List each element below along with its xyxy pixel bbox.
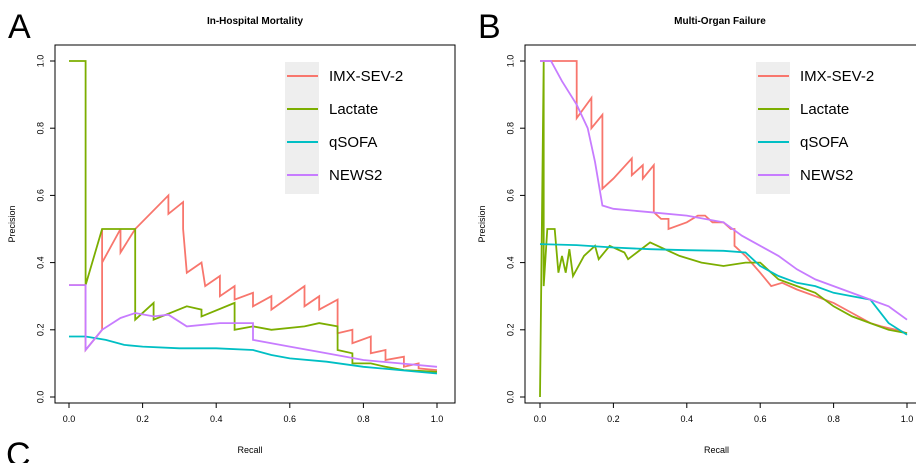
x-tick-label: 0.6 — [754, 414, 767, 424]
plot-frame — [524, 44, 916, 404]
y-tick-label: 1.0 — [505, 55, 515, 68]
legend-key-background — [285, 62, 319, 194]
panel-label-c: C — [6, 436, 31, 463]
series-line-lactate — [69, 60, 438, 373]
x-tick-label: 0.4 — [681, 414, 694, 424]
y-tick-label: 0.6 — [505, 189, 515, 202]
x-tick-label: 1.0 — [431, 414, 444, 424]
chart-title: Multi-Organ Failure — [674, 16, 766, 27]
y-tick-label: 1.0 — [35, 55, 45, 68]
y-axis-label: Precision — [477, 205, 487, 242]
legend-label: NEWS2 — [329, 167, 382, 184]
series-line-news2 — [540, 60, 908, 321]
series-line-news2 — [69, 284, 438, 368]
x-tick-label: 0.6 — [284, 414, 297, 424]
x-tick-label: 0.8 — [827, 414, 840, 424]
x-tick-label: 0.2 — [136, 414, 149, 424]
y-tick-label: 0.0 — [505, 391, 515, 404]
legend-label: qSOFA — [800, 134, 848, 151]
x-tick-label: 0.8 — [357, 414, 370, 424]
y-axis-label: Precision — [7, 205, 17, 242]
y-tick-label: 0.6 — [35, 189, 45, 202]
panel-label-b: B — [478, 8, 501, 46]
series-line-imx-sev-2 — [540, 60, 908, 335]
y-tick-label: 0.0 — [35, 391, 45, 404]
x-tick-label: 0.4 — [210, 414, 223, 424]
legend-label: IMX-SEV-2 — [329, 68, 403, 85]
series-line-qsofa — [539, 243, 908, 336]
series-line-imx-sev-2 — [69, 193, 438, 371]
y-tick-label: 0.8 — [35, 122, 45, 135]
chart-in-hospital-mortality: In-Hospital Mortality 0.0 0.2 0.4 0.6 0.8 1.0 0… — [7, 16, 456, 455]
panel-label-a: A — [8, 8, 31, 46]
legend-label: IMX-SEV-2 — [800, 68, 874, 85]
legend-label: NEWS2 — [800, 167, 853, 184]
y-tick-label: 0.2 — [505, 324, 515, 337]
x-tick-label: 1.0 — [901, 414, 914, 424]
y-tick-label: 0.2 — [35, 324, 45, 337]
series-line-qsofa — [69, 335, 438, 375]
series-line-lactate — [539, 60, 908, 398]
legend-key-background — [756, 62, 790, 194]
legend-label: Lactate — [800, 101, 849, 118]
x-tick-label: 0.0 — [63, 414, 76, 424]
x-axis-label: Recall — [237, 445, 262, 455]
legend-label: qSOFA — [329, 134, 377, 151]
y-tick-label: 0.4 — [505, 256, 515, 269]
chart-multi-organ-failure: Multi-Organ Failure 0.0 0.2 0.4 0.6 0.8 1.0 0.0… — [477, 16, 916, 455]
y-tick-label: 0.4 — [35, 256, 45, 269]
y-tick-label: 0.8 — [505, 122, 515, 135]
plot-frame — [54, 44, 456, 404]
legend-label: Lactate — [329, 101, 378, 118]
x-axis-label: Recall — [704, 445, 729, 455]
x-tick-label: 0.2 — [607, 414, 620, 424]
x-tick-label: 0.0 — [534, 414, 547, 424]
chart-title: In-Hospital Mortality — [207, 16, 304, 27]
